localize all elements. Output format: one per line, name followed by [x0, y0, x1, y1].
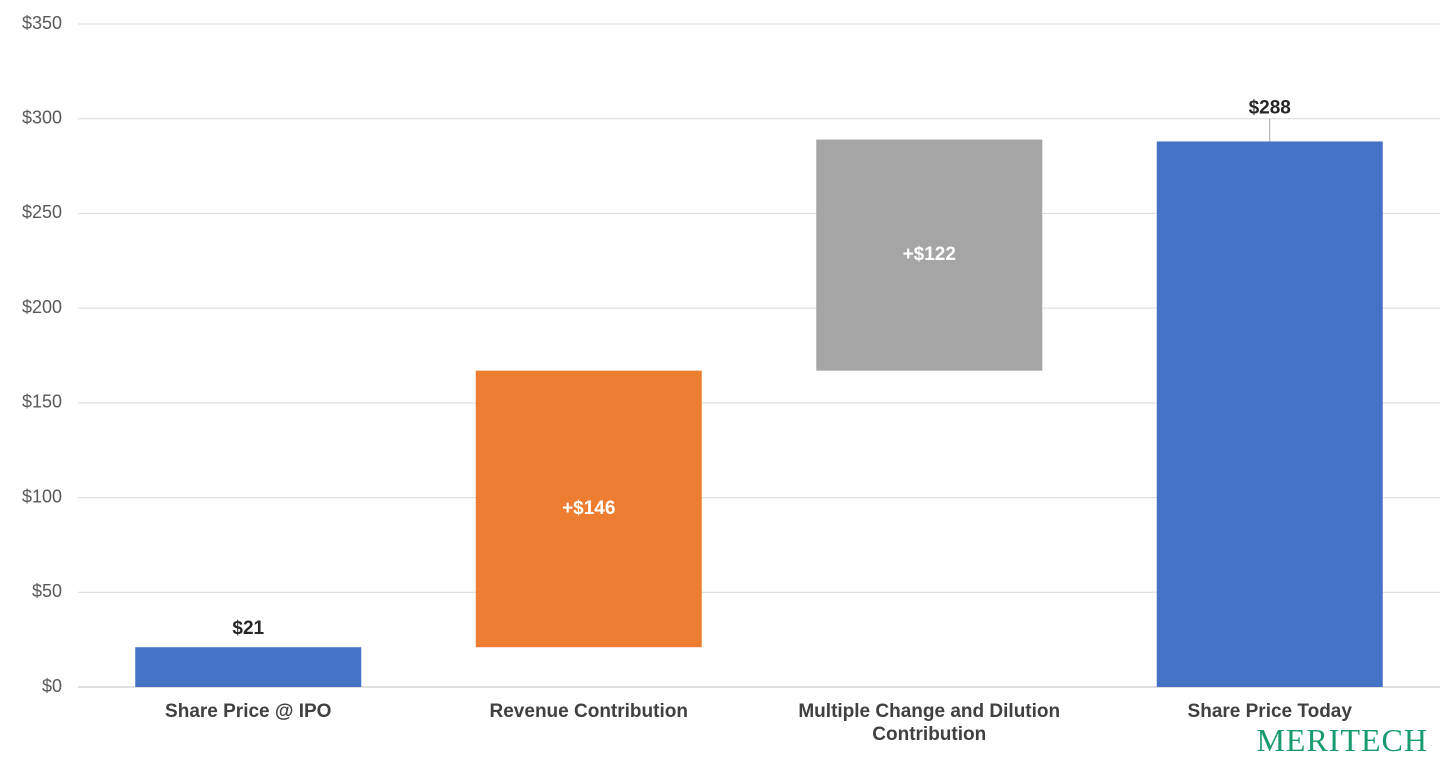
x-tick-label: Revenue Contribution	[489, 701, 688, 722]
y-tick-label: $300	[22, 107, 62, 127]
data-label: +$122	[903, 244, 956, 265]
x-tick-label: Share Price @ IPO	[165, 701, 332, 722]
bar	[135, 647, 362, 687]
x-tick-label: Multiple Change and Dilution Contributio…	[798, 701, 1061, 745]
y-tick-label: $50	[32, 581, 62, 601]
data-label: +$146	[562, 498, 615, 519]
bar	[475, 370, 702, 648]
bar	[816, 139, 1043, 371]
data-label: $21	[232, 618, 264, 639]
x-tick-label: Share Price Today	[1187, 701, 1352, 722]
logo: MERITECH	[1256, 722, 1428, 758]
bar	[1156, 141, 1383, 688]
y-tick-label: $100	[22, 486, 62, 506]
y-tick-label: $250	[22, 202, 62, 222]
y-tick-label: $0	[42, 676, 62, 696]
y-tick-label: $150	[22, 392, 62, 412]
data-label: $288	[1249, 97, 1291, 118]
y-tick-label: $350	[22, 13, 62, 33]
y-tick-label: $200	[22, 297, 62, 317]
